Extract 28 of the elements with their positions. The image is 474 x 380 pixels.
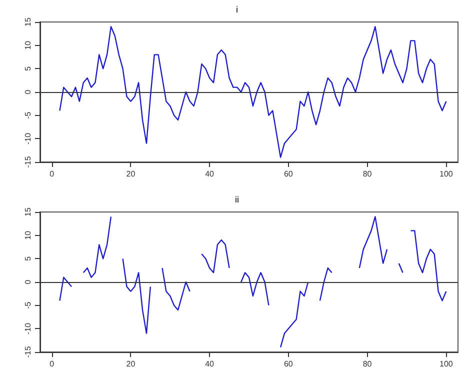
- x-tick-label: 60: [284, 360, 294, 368]
- y-tick-label: 15: [24, 17, 32, 26]
- y-tick-label: -5: [24, 301, 32, 309]
- x-tick-label: 0: [50, 360, 55, 368]
- x-tick-label: 0: [50, 170, 55, 178]
- y-tick-label: -15: [24, 156, 32, 168]
- y-tick-label: 15: [24, 207, 32, 216]
- chart-title: i: [236, 4, 238, 14]
- y-tick-label: 10: [24, 230, 32, 240]
- y-tick-label: 10: [24, 40, 32, 50]
- x-tick-label: 100: [439, 170, 454, 178]
- x-tick-label: 40: [205, 360, 215, 368]
- y-tick-label: 5: [24, 66, 32, 71]
- x-tick-label: 80: [362, 170, 372, 178]
- y-tick-label: 0: [24, 279, 32, 284]
- y-tick-label: 5: [24, 256, 32, 261]
- y-tick-label: -10: [24, 322, 32, 334]
- chart-title: ii: [235, 194, 239, 204]
- x-tick-label: 60: [284, 170, 294, 178]
- x-tick-label: 20: [126, 170, 136, 178]
- x-tick-label: 80: [362, 360, 372, 368]
- y-tick-label: -5: [24, 111, 32, 119]
- y-tick-label: -15: [24, 346, 32, 358]
- x-tick-label: 40: [205, 170, 215, 178]
- x-tick-label: 100: [439, 360, 454, 368]
- x-tick-label: 20: [126, 360, 136, 368]
- y-tick-label: -10: [24, 132, 32, 144]
- y-tick-label: 0: [24, 89, 32, 94]
